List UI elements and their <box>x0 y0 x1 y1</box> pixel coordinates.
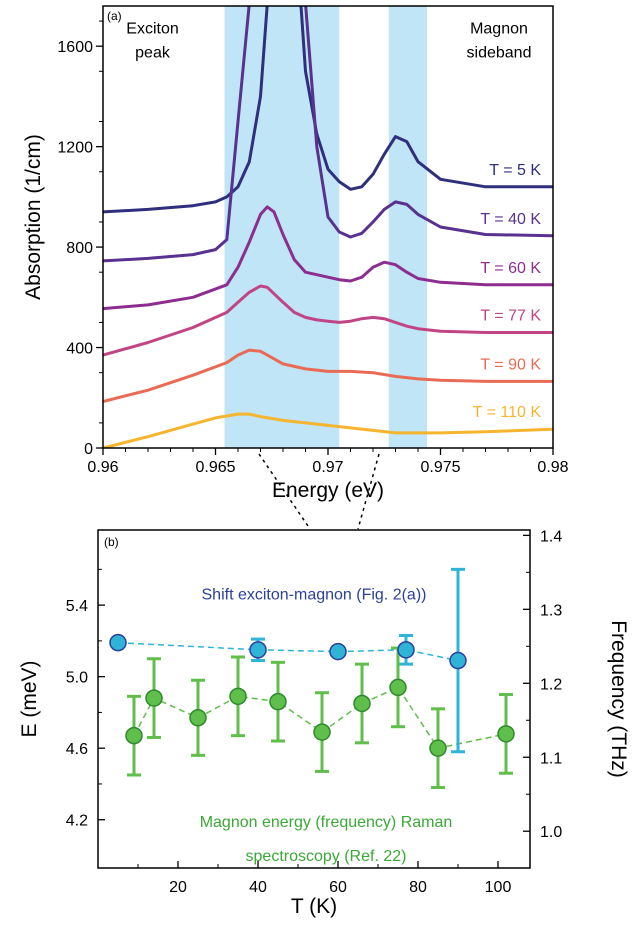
y-tick-label-a-0: 0 <box>84 441 93 458</box>
annotation-b-1: Magnon energy (frequency) Raman <box>200 814 453 831</box>
x-tick-label-a-1: 0.965 <box>195 459 235 476</box>
right-tick-label-b-0: 1.0 <box>540 824 562 841</box>
data-point-b-0 <box>109 633 127 652</box>
panel-b-label: (b) <box>104 535 119 549</box>
series-label-1: T = 40 K <box>480 211 541 228</box>
data-point-b-1 <box>429 739 447 757</box>
connector-left <box>258 453 311 530</box>
data-point-b-0 <box>329 642 347 661</box>
y-tick-label-b-3: 5.4 <box>66 598 88 615</box>
y-axis-title-right-b: Frequency (THz) <box>607 620 630 778</box>
right-tick-label-b-3: 1.3 <box>540 602 562 619</box>
data-point-b-1 <box>269 692 287 711</box>
panel-a-label: (a) <box>107 9 122 23</box>
annotation-b-0: Shift exciton-magnon (Fig. 2(a)) <box>202 587 427 604</box>
series-line-0 <box>103 6 553 214</box>
panel-b-frame <box>97 529 531 869</box>
y-axis-title-b: E (meV) <box>18 660 41 737</box>
series-line-4 <box>103 348 553 403</box>
series-line-5 <box>103 412 553 448</box>
annotation-b-2: spectroscopy (Ref. 22) <box>246 848 407 865</box>
x-tick-label-a-0: 0.96 <box>87 459 118 476</box>
data-point-b-1 <box>125 726 143 745</box>
series-line-1 <box>103 6 553 263</box>
series-line-2 <box>103 205 553 311</box>
annotation-a-1-1: sideband <box>467 45 532 62</box>
data-point-b-0 <box>397 641 415 659</box>
data-point-b-1 <box>189 709 207 727</box>
annotation-a-0-0: Exciton <box>126 21 178 38</box>
data-point-b-1 <box>353 694 371 713</box>
x-tick-label-a-3: 0.975 <box>420 459 460 476</box>
series-line-b-1 <box>133 686 507 750</box>
data-point-b-0 <box>449 651 467 670</box>
shaded-band-1 <box>388 6 427 448</box>
x-tick-label-b-3: 80 <box>409 879 427 896</box>
connector-right <box>357 453 380 530</box>
y-tick-label-b-2: 5.0 <box>66 670 88 687</box>
right-tick-label-b-4: 1.4 <box>540 528 562 545</box>
y-tick-label-a-4: 1600 <box>57 39 93 56</box>
data-point-b-1 <box>497 725 515 743</box>
panel-a-series <box>103 6 553 448</box>
y-tick-label-b-1: 4.6 <box>66 741 88 758</box>
data-point-b-1 <box>229 687 247 706</box>
x-axis-title-a: Energy (eV) <box>272 479 384 502</box>
data-point-b-1 <box>389 678 407 697</box>
x-tick-label-a-4: 0.98 <box>537 459 568 476</box>
x-tick-label-b-2: 60 <box>329 879 347 896</box>
right-tick-label-b-1: 1.1 <box>540 750 562 767</box>
series-label-0: T = 5 K <box>489 162 541 179</box>
y-tick-label-a-1: 400 <box>66 341 93 358</box>
y-tick-label-b-0: 4.2 <box>66 813 88 830</box>
x-axis-title-b: T (K) <box>291 895 337 918</box>
series-line-3 <box>103 284 553 357</box>
x-tick-label-b-0: 20 <box>169 879 187 896</box>
y-tick-label-a-3: 1200 <box>57 140 93 157</box>
series-label-4: T = 90 K <box>480 356 541 373</box>
series-label-2: T = 60 K <box>480 260 541 277</box>
y-tick-label-a-2: 800 <box>66 240 93 257</box>
series-label-3: T = 77 K <box>480 307 541 324</box>
annotation-a-1-0: Magnon <box>470 21 528 38</box>
right-tick-label-b-2: 1.2 <box>540 676 562 693</box>
x-tick-label-b-1: 40 <box>249 879 267 896</box>
series-label-5: T = 110 K <box>473 404 542 421</box>
x-tick-label-b-4: 100 <box>485 879 512 896</box>
data-point-b-1 <box>313 723 331 741</box>
y-axis-title-a: Absorption (1/cm) <box>22 134 45 300</box>
annotation-a-0-1: peak <box>135 45 171 62</box>
shaded-band-0 <box>224 6 340 448</box>
data-point-b-0 <box>249 641 267 659</box>
data-point-b-1 <box>145 689 163 707</box>
x-tick-label-a-2: 0.97 <box>312 459 343 476</box>
